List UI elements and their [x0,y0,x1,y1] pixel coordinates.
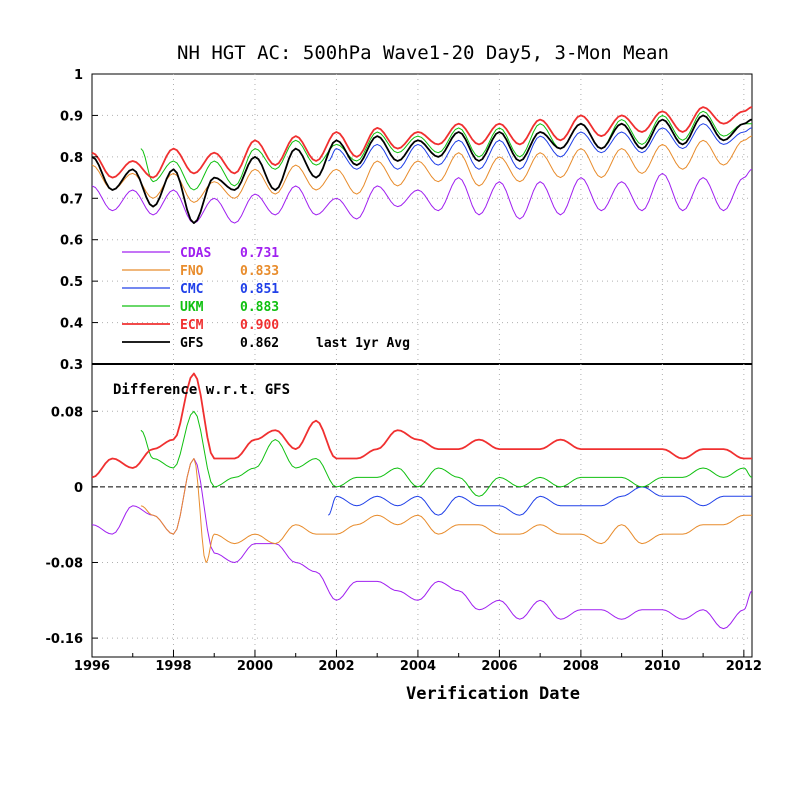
legend-value-fno: 0.833 [240,264,279,279]
x-tick-label: 2004 [400,659,436,674]
legend-suffix: last 1yr Avg [316,336,410,351]
x-tick-label: 1998 [155,659,191,674]
y-tick-label: 0.6 [60,234,83,249]
top-panel-y-ticks: 0.3 0.4 0.5 0.6 0.7 0.8 0.9 1 [60,68,98,373]
legend: CDAS 0.731 FNO 0.833 CMC 0.851 UKM 0.883 ECM 0.90… [122,246,410,351]
legend-label-gfs: GFS [180,336,204,351]
y-tick-label: 0.9 [60,109,83,124]
ac-series-ukm [140,110,752,191]
y-tick-label: 0.8 [60,151,83,166]
x-tick-label: 1996 [74,659,110,674]
diff-series-ukm [140,410,753,497]
y-tick-label: 0 [74,481,83,496]
y-tick-label: -0.08 [46,556,83,571]
legend-label-cmc: CMC [180,282,203,297]
legend-label-ukm: UKM [180,300,204,315]
legend-label-ecm: ECM [180,318,204,333]
bottom-panel-y-ticks: 0.08 0 -0.08 -0.16 [46,405,98,647]
diff-series-fno [140,458,752,563]
legend-label-cdas: CDAS [180,246,211,261]
y-tick-label: 0.5 [60,275,83,290]
legend-value-ukm: 0.883 [240,300,279,315]
legend-label-fno: FNO [180,264,204,279]
chart-title: NH HGT AC: 500hPa Wave1-20 Day5, 3-Mon M… [177,42,669,64]
y-tick-label: 0.4 [60,317,83,332]
diff-series-ecm [91,372,752,479]
difference-panel-title: Difference w.r.t. GFS [113,382,290,398]
top-panel-series [91,106,753,225]
ac-series-gfs [91,114,753,225]
y-tick-label: 0.7 [60,192,83,207]
diff-series-cmc [327,486,752,516]
x-tick-label: 2000 [237,659,273,674]
bottom-panel-series [91,372,753,630]
y-tick-label: 1 [74,68,83,83]
y-tick-label: -0.16 [46,632,83,647]
legend-value-gfs: 0.862 [240,336,279,351]
ac-series-cdas [91,168,753,224]
bottom-panel-grid [92,364,752,657]
diff-series-cdas [91,458,753,630]
x-tick-label: 2012 [726,659,762,674]
bottom-panel-frame [91,363,753,658]
x-axis-label: Verification Date [406,684,580,704]
legend-value-ecm: 0.900 [240,318,279,333]
x-tick-label: 2006 [481,659,517,674]
ac-series-ecm [91,106,753,179]
y-tick-label: 0.08 [51,405,83,420]
x-tick-label: 2002 [318,659,354,674]
legend-value-cmc: 0.851 [240,282,279,297]
legend-value-cdas: 0.731 [240,246,279,261]
x-tick-label: 2010 [644,659,680,674]
x-tick-label: 2008 [563,659,599,674]
x-axis-ticks: 1996 1998 2000 2002 2004 2006 2008 2010 2012 [74,650,762,674]
top-panel-grid [92,74,752,364]
ac-series-cmc [328,123,753,170]
y-tick-label: 0.3 [60,358,83,373]
ac-series-fno [91,135,753,203]
